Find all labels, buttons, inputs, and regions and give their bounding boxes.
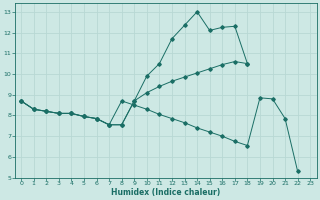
X-axis label: Humidex (Indice chaleur): Humidex (Indice chaleur) xyxy=(111,188,220,197)
